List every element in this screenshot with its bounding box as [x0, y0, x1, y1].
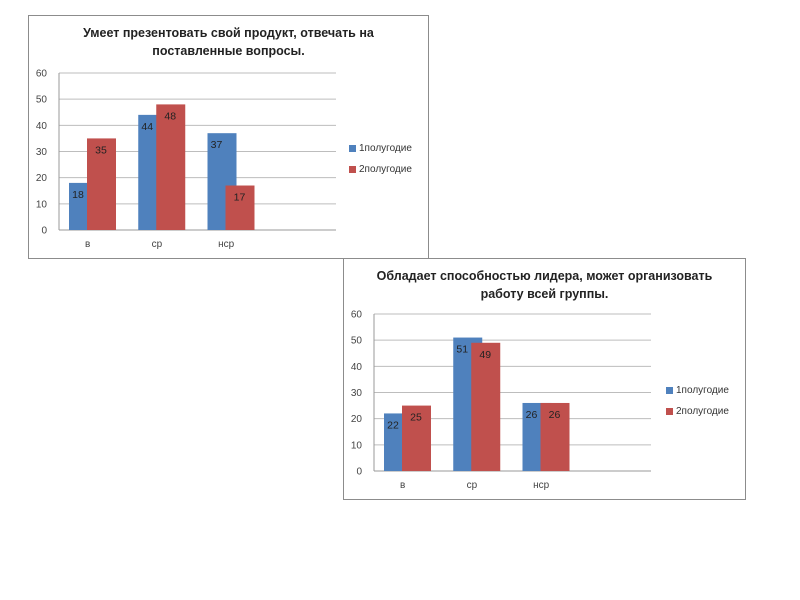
legend-item-2: 2полугодие [349, 159, 412, 180]
data-label: 48 [164, 110, 176, 122]
chart-presentation-skills: Умеет презентовать свой продукт, отвечат… [28, 15, 429, 259]
chart-leadership: Обладает способностью лидера, может орга… [343, 258, 746, 500]
x-tick-label: ср [152, 239, 163, 250]
legend-swatch [666, 408, 673, 415]
chart-title: Умеет презентовать свой продукт, отвечат… [29, 24, 428, 60]
y-tick-label: 20 [36, 173, 48, 184]
x-tick-label: нср [533, 480, 550, 491]
y-tick-label: 30 [36, 147, 48, 158]
bar-2 [87, 138, 116, 230]
x-tick-label: в [85, 239, 90, 250]
data-label: 25 [410, 412, 422, 424]
legend-label: 2полугодие [676, 406, 729, 417]
data-label: 51 [456, 344, 468, 356]
data-label: 17 [234, 192, 246, 204]
chart-legend: 1полугодие 2полугодие [666, 380, 729, 422]
legend-item-1: 1полугодие [349, 138, 412, 159]
y-tick-label: 30 [351, 388, 363, 399]
x-tick-label: нср [218, 239, 235, 250]
legend-swatch [666, 387, 673, 394]
chart-title-line1: Обладает способностью лидера, может орга… [376, 269, 713, 283]
legend-label: 2полугодие [359, 164, 412, 175]
chart-title-line2: поставленные вопросы. [152, 44, 305, 58]
data-label: 35 [95, 144, 107, 156]
chart-title-line1: Умеет презентовать свой продукт, отвечат… [83, 26, 374, 40]
legend-swatch [349, 145, 356, 152]
y-tick-label: 10 [36, 199, 48, 210]
chart-plot: 0 10 20 30 40 50 60 в 18 35 ср 44 48 нср 37 17 [36, 69, 336, 250]
y-tick-label: 20 [351, 414, 363, 425]
bar-2 [540, 402, 570, 471]
data-label: 22 [387, 419, 399, 431]
y-tick-label: 60 [36, 69, 48, 80]
data-label: 37 [211, 139, 223, 151]
bar-2 [471, 342, 501, 471]
y-tick-label: 40 [36, 121, 48, 132]
bar-2 [225, 185, 255, 230]
chart-title: Обладает способностью лидера, может орга… [344, 267, 745, 303]
chart-plot: 0 10 20 30 40 50 60 в 22 25 ср 51 49 нср 26 26 [351, 310, 651, 491]
legend-item-1: 1полугодие [666, 380, 729, 401]
y-tick-label: 0 [41, 226, 47, 237]
y-tick-label: 50 [36, 95, 48, 106]
data-label: 44 [141, 121, 153, 133]
bar-2 [402, 405, 431, 471]
legend-label: 1полугодие [359, 143, 412, 154]
y-tick-label: 10 [351, 440, 363, 451]
bar-2 [156, 104, 186, 230]
legend-swatch [349, 166, 356, 173]
legend-label: 1полугодие [676, 385, 729, 396]
legend-item-2: 2полугодие [666, 401, 729, 422]
y-tick-label: 0 [356, 467, 362, 478]
data-label: 26 [526, 409, 538, 421]
y-tick-label: 50 [351, 336, 363, 347]
chart-legend: 1полугодие 2полугодие [349, 138, 412, 180]
x-tick-label: ср [467, 480, 478, 491]
x-tick-label: в [400, 480, 405, 491]
data-label: 18 [72, 189, 84, 201]
y-tick-label: 40 [351, 362, 363, 373]
chart-title-line2: работу всей группы. [480, 287, 609, 301]
data-label: 49 [479, 349, 491, 361]
y-tick-label: 60 [351, 310, 363, 321]
data-label: 26 [549, 409, 561, 421]
